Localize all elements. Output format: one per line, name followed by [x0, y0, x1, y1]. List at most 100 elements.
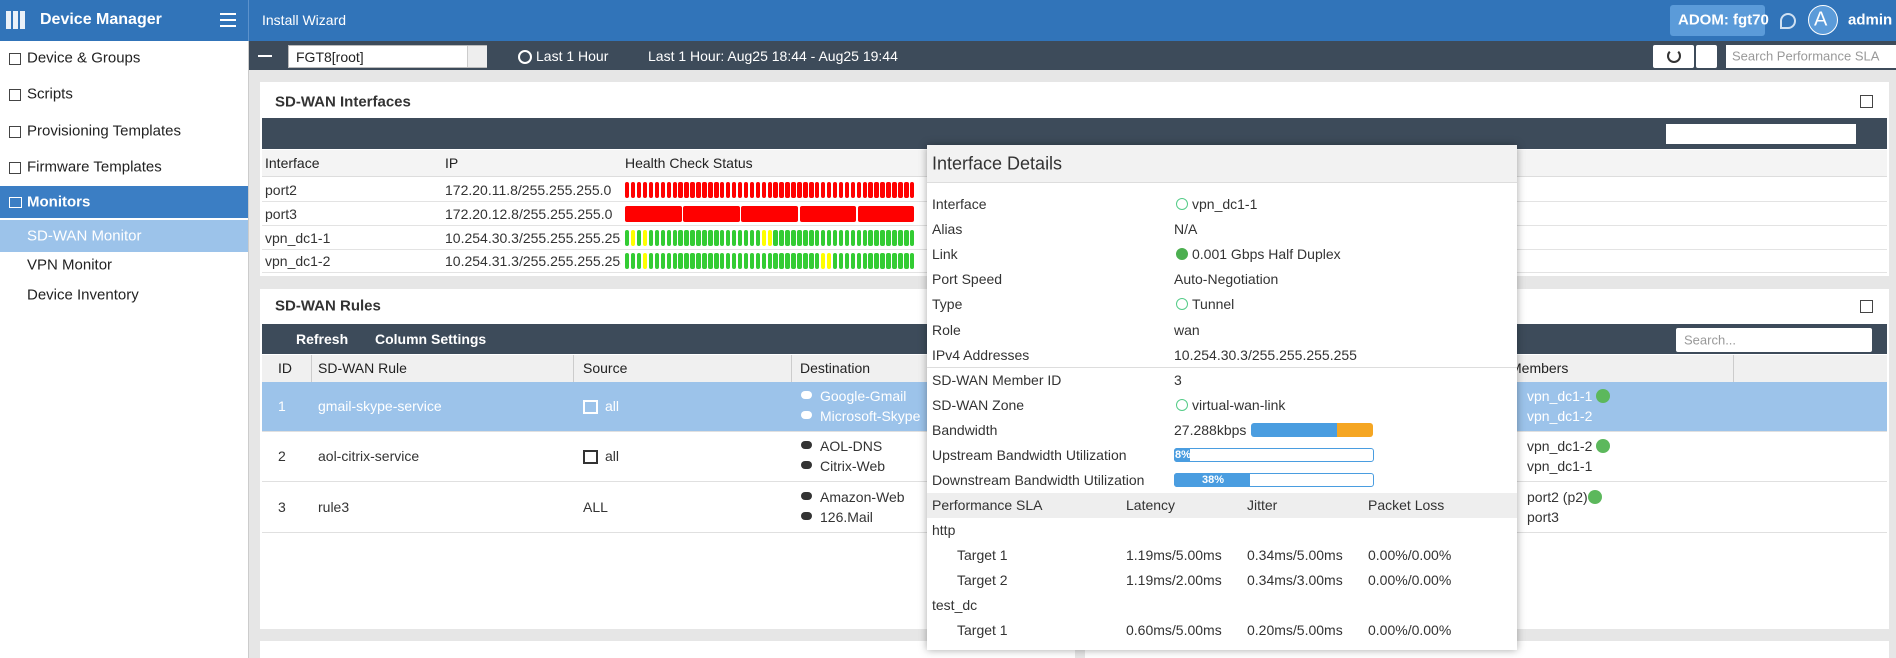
- sla-cell: 0.00%/0.00%: [1368, 572, 1452, 588]
- detail-value: virtual-wan-link: [1192, 396, 1286, 413]
- search-input[interactable]: [1676, 328, 1872, 352]
- install-wizard[interactable]: Install Wizard: [262, 12, 347, 28]
- health-segment: [838, 253, 844, 269]
- health-segment: [743, 253, 749, 269]
- health-segment: [642, 230, 648, 246]
- status-check: [1588, 490, 1602, 504]
- health-segment: [630, 230, 636, 246]
- popout-icon[interactable]: [1860, 95, 1873, 108]
- nav-item[interactable]: Device & Groups: [27, 49, 141, 67]
- health-segment: [874, 253, 879, 269]
- app-title[interactable]: Device Manager: [40, 11, 162, 28]
- health-segment: [791, 253, 796, 269]
- cloud-icon: [801, 512, 812, 520]
- health-segment: [737, 230, 743, 246]
- utilization-track: [1174, 448, 1374, 462]
- panel-title: SD-WAN Rules: [275, 297, 381, 315]
- rule-member: vpn_dc1-2: [1527, 438, 1593, 454]
- detail-label: SD-WAN Member ID: [932, 371, 1062, 388]
- health-segment: [654, 230, 660, 246]
- detail-label: Bandwidth: [932, 421, 998, 438]
- health-segment: [874, 230, 879, 246]
- nav-monitors[interactable]: Monitors: [27, 193, 91, 211]
- column-header: Interface: [265, 155, 320, 171]
- rule-name[interactable]: gmail-skype-service: [318, 398, 442, 414]
- health-segment: [856, 253, 862, 269]
- health-segment: [874, 182, 879, 198]
- search-input[interactable]: [1726, 45, 1896, 68]
- user-name[interactable]: admin: [1848, 11, 1893, 29]
- health-segment: [803, 253, 808, 269]
- health-segment: [779, 230, 784, 246]
- health-segment: [862, 230, 867, 246]
- health-segment: [809, 253, 814, 269]
- rule-id: 3: [278, 499, 286, 515]
- status-check: [1596, 439, 1610, 453]
- device-name: FGT8[root]: [296, 49, 364, 65]
- health-segment: [820, 182, 826, 198]
- health-segment: [809, 230, 814, 246]
- nav-subitem[interactable]: VPN Monitor: [27, 256, 113, 274]
- health-segment: [832, 182, 838, 198]
- detail-label: Type: [932, 296, 963, 313]
- sla-group: http: [932, 522, 956, 538]
- health-segment: [785, 182, 790, 198]
- nav-subitem[interactable]: SD-WAN Monitor: [27, 227, 142, 245]
- rule-source: all: [605, 448, 620, 464]
- nav-item[interactable]: Scripts: [27, 85, 73, 103]
- health-segment: [910, 182, 915, 198]
- health-segment: [720, 182, 725, 198]
- search-input[interactable]: [1666, 124, 1856, 144]
- health-segment: [737, 253, 743, 269]
- column-header: Members: [1510, 360, 1569, 376]
- health-segment: [702, 230, 707, 246]
- health-segment: [666, 230, 671, 246]
- nav-sub-active-bg: [0, 220, 248, 252]
- nav-item[interactable]: Provisioning Templates: [27, 122, 181, 140]
- health-segment: [773, 253, 778, 269]
- wrench-icon[interactable]: [1780, 13, 1796, 29]
- select-arrow: [467, 46, 487, 67]
- health-segment: [850, 182, 856, 198]
- refresh-dropdown[interactable]: [1696, 45, 1717, 68]
- health-segment: [820, 253, 826, 269]
- health-segment: [767, 182, 772, 198]
- nav-subitem[interactable]: Device Inventory: [27, 286, 139, 304]
- health-segment: [886, 182, 891, 198]
- rule-destination: Citrix-Web: [820, 458, 886, 474]
- health-segment: [868, 230, 873, 246]
- health-segment: [725, 182, 731, 198]
- hamburger-icon[interactable]: [220, 13, 236, 27]
- health-segment: [720, 253, 725, 269]
- health-segment: [844, 253, 850, 269]
- health-segment: [761, 230, 767, 246]
- back-arrow[interactable]: [258, 55, 272, 57]
- popout-icon[interactable]: [1860, 300, 1873, 313]
- health-segment: [815, 253, 820, 269]
- health-segment: [797, 230, 802, 246]
- column-header: Health Check Status: [625, 155, 753, 171]
- health-segment: [660, 253, 666, 269]
- sla-column: Performance SLA: [932, 497, 1043, 513]
- detail-icon: [1176, 398, 1188, 411]
- health-segment: [856, 182, 862, 198]
- health-segment: [708, 182, 713, 198]
- column-settings-button[interactable]: Column Settings: [375, 331, 487, 347]
- detail-value: N/A: [1174, 221, 1198, 238]
- refresh-button[interactable]: Refresh: [296, 331, 349, 347]
- cloud-icon: [801, 492, 812, 500]
- panel-title: SD-WAN Interfaces: [275, 93, 411, 111]
- divider: [248, 0, 249, 41]
- health-segment: [773, 230, 778, 246]
- health-segment: [803, 182, 808, 198]
- rule-source: all: [605, 398, 620, 414]
- rule-name[interactable]: rule3: [318, 499, 350, 515]
- period-select[interactable]: Last 1 Hour: [536, 48, 609, 64]
- health-segment: [809, 182, 814, 198]
- adom-label[interactable]: ADOM: fgt70: [1678, 11, 1769, 29]
- detail-label: IPv4 Addresses: [932, 346, 1030, 363]
- nav-item[interactable]: Firmware Templates: [27, 158, 162, 176]
- health-segment: [844, 182, 850, 198]
- rule-name[interactable]: aol-citrix-service: [318, 448, 420, 464]
- sla-cell: 0.34ms/3.00ms: [1247, 572, 1343, 588]
